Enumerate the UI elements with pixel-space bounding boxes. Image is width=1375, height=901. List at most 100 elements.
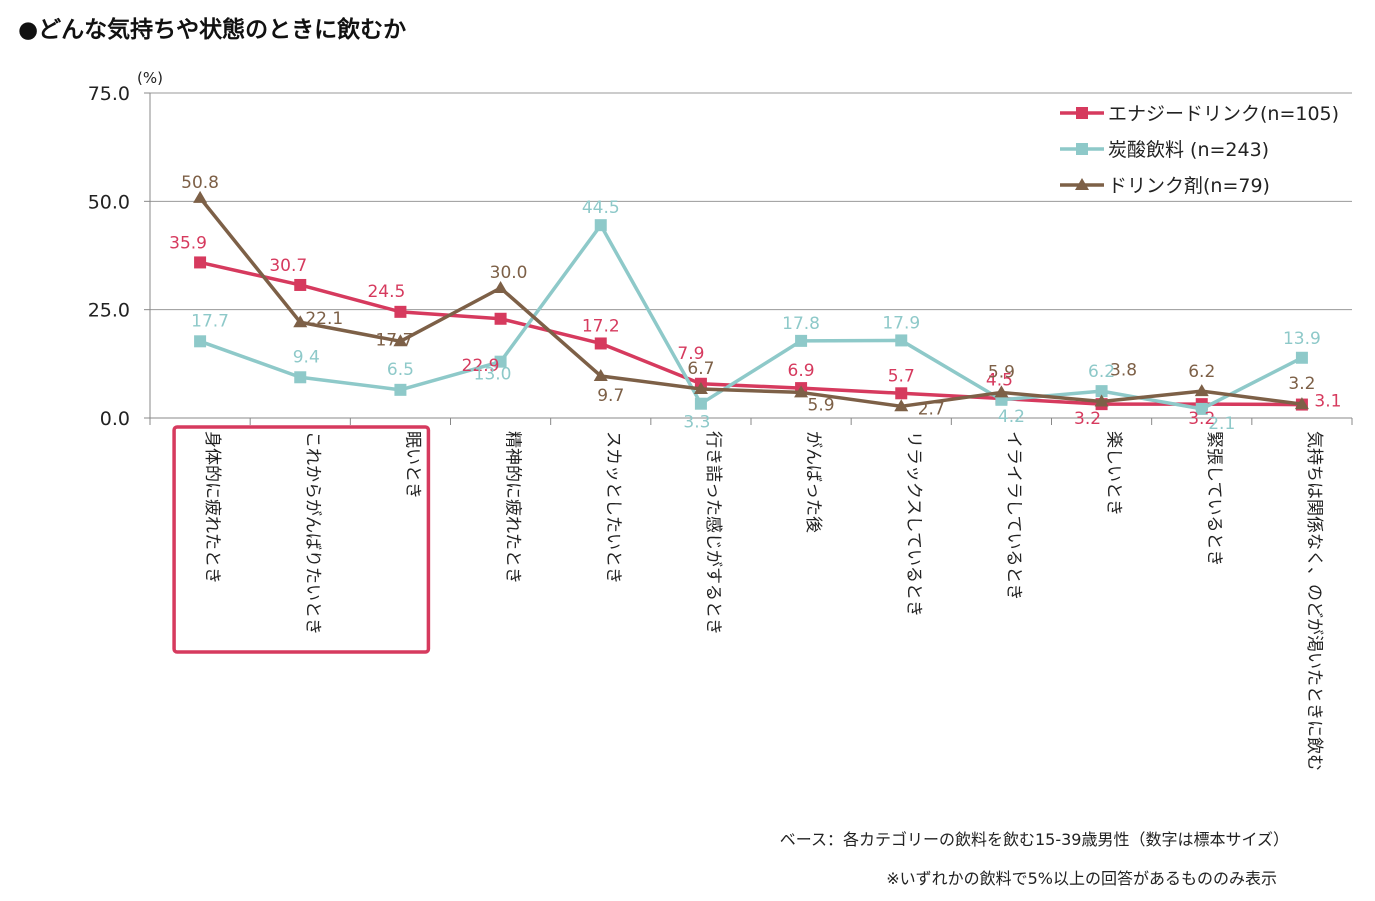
legend-label: エナジードリンク(n=105): [1108, 103, 1339, 125]
data-label: 13.0: [474, 365, 512, 385]
data-label: 9.4: [293, 347, 320, 367]
highlight-box: [172, 425, 431, 654]
data-labels: 35.9 30.7 24.5 22.9 17.2 7.9 6.9 5.7 4.5 3.2 3.2 3.…: [169, 173, 1341, 434]
data-point: [1195, 402, 1208, 415]
data-point: [1294, 397, 1309, 410]
y-tick-label: 75.0: [88, 83, 130, 105]
data-label: 3.3: [683, 413, 710, 433]
data-label: 5.9: [808, 395, 835, 415]
data-label: 30.7: [269, 256, 307, 276]
x-tick-label: がんばった後: [803, 431, 823, 533]
data-point: [895, 334, 908, 347]
data-label: 5.7: [888, 366, 915, 386]
data-point: [1095, 385, 1108, 398]
y-tick-label: 0.0: [100, 408, 130, 430]
x-tick-label: イライラしているとき: [1003, 431, 1023, 601]
y-tick-label: 50.0: [88, 191, 130, 213]
data-point: [1295, 351, 1308, 364]
data-label: 6.5: [387, 360, 414, 380]
x-tick-label: リラックスしているとき: [903, 431, 923, 617]
data-label: 6.9: [788, 361, 815, 381]
data-label: 22.1: [305, 309, 343, 329]
data-point: [795, 334, 808, 347]
footnote-base: ベース：各カテゴリーの飲料を飲む15-39歳男性（数字は標本サイズ）: [779, 830, 1289, 849]
x-tick-label: これからがんばりたいとき: [302, 431, 322, 635]
legend-marker: [1076, 143, 1088, 155]
data-label: 6.7: [687, 359, 714, 379]
data-label: 22.9: [462, 356, 500, 376]
data-label: 24.5: [367, 282, 405, 302]
chart-title: ●どんな気持ちや状態のときに飲むか: [18, 17, 407, 43]
data-point: [594, 219, 607, 232]
data-point: [294, 371, 307, 384]
legend-marker: [1075, 178, 1089, 190]
x-tick-label: 楽しいとき: [1104, 431, 1124, 516]
data-point: [294, 278, 307, 291]
data-point: [494, 312, 507, 325]
x-tick-label: 気持ちは関係なく、のどが渇いたときに飲む: [1304, 431, 1324, 771]
data-label: 17.9: [882, 313, 920, 333]
x-tick-label: 緊張しているとき: [1204, 431, 1224, 567]
footnote-note: ※いずれかの飲料で5%以上の回答があるもののみ表示: [886, 869, 1277, 888]
data-point: [293, 315, 308, 328]
data-label: 17.8: [782, 314, 820, 334]
gridlines: [150, 92, 1352, 311]
axes: 75.0 50.0 25.0 0.0 (%) 身体的に疲れたとき これからがんばりたいとき 眠…: [88, 69, 1353, 771]
data-point: [394, 305, 407, 318]
data-label: 4.2: [998, 407, 1025, 427]
data-label: 3.8: [1110, 361, 1137, 381]
data-point: [593, 368, 608, 381]
data-point: [693, 381, 708, 394]
data-label: 6.2: [1088, 362, 1115, 382]
data-point: [394, 383, 407, 396]
highlight-box-layer: [172, 425, 431, 654]
legend-marker: [1076, 107, 1088, 119]
data-label: 17.2: [582, 316, 620, 336]
data-point: [694, 397, 707, 410]
series-line: [199, 260, 1302, 407]
data-label: 17.7: [191, 311, 229, 331]
data-label: 2.1: [1208, 414, 1235, 434]
x-tick-label: スカッとしたいとき: [603, 431, 623, 584]
data-label: 17.7: [375, 330, 413, 350]
data-label: 3.1: [1314, 392, 1341, 412]
data-point: [994, 385, 1009, 398]
data-label: 3.2: [1074, 409, 1101, 429]
data-point: [494, 355, 507, 368]
series-line: [198, 196, 1303, 409]
data-point: [194, 335, 207, 348]
data-label: 35.9: [169, 233, 207, 253]
data-label: 7.9: [677, 344, 704, 364]
x-tick-label: 行き詰った感じがするとき: [703, 431, 723, 635]
legend: エナジードリンク(n=105) 炭酸飲料 (n=243) ドリンク剤(n=79): [1060, 103, 1339, 197]
data-point: [895, 387, 908, 400]
data-point: [194, 256, 207, 269]
data-point: [594, 337, 607, 350]
data-label: 13.9: [1283, 329, 1321, 349]
data-label: 50.8: [181, 173, 219, 193]
series-layer: [193, 190, 1309, 415]
legend-label: ドリンク剤(n=79): [1108, 175, 1270, 197]
data-point: [493, 281, 508, 293]
data-label: 5.9: [988, 362, 1015, 382]
y-tick-label: 25.0: [88, 300, 130, 322]
y-axis-label: (%): [137, 69, 163, 87]
data-label: 2.7: [918, 399, 945, 419]
data-point: [193, 190, 208, 203]
data-label: 30.0: [490, 263, 528, 283]
data-label: 44.5: [582, 198, 620, 218]
data-label: 3.2: [1188, 409, 1215, 429]
data-point: [1194, 384, 1209, 397]
data-label: 4.5: [986, 371, 1013, 391]
x-tick-label: 身体的に疲れたとき: [202, 431, 222, 584]
series-line: [199, 223, 1303, 411]
x-tick-label: 眠いとき: [402, 431, 422, 499]
legend-label: 炭酸飲料 (n=243): [1108, 139, 1269, 161]
data-point: [1094, 394, 1109, 407]
x-tick-label: 精神的に疲れたとき: [503, 431, 523, 584]
data-point: [894, 399, 909, 412]
data-point: [393, 334, 408, 347]
data-point: [794, 385, 809, 398]
data-label: 9.7: [597, 386, 624, 406]
